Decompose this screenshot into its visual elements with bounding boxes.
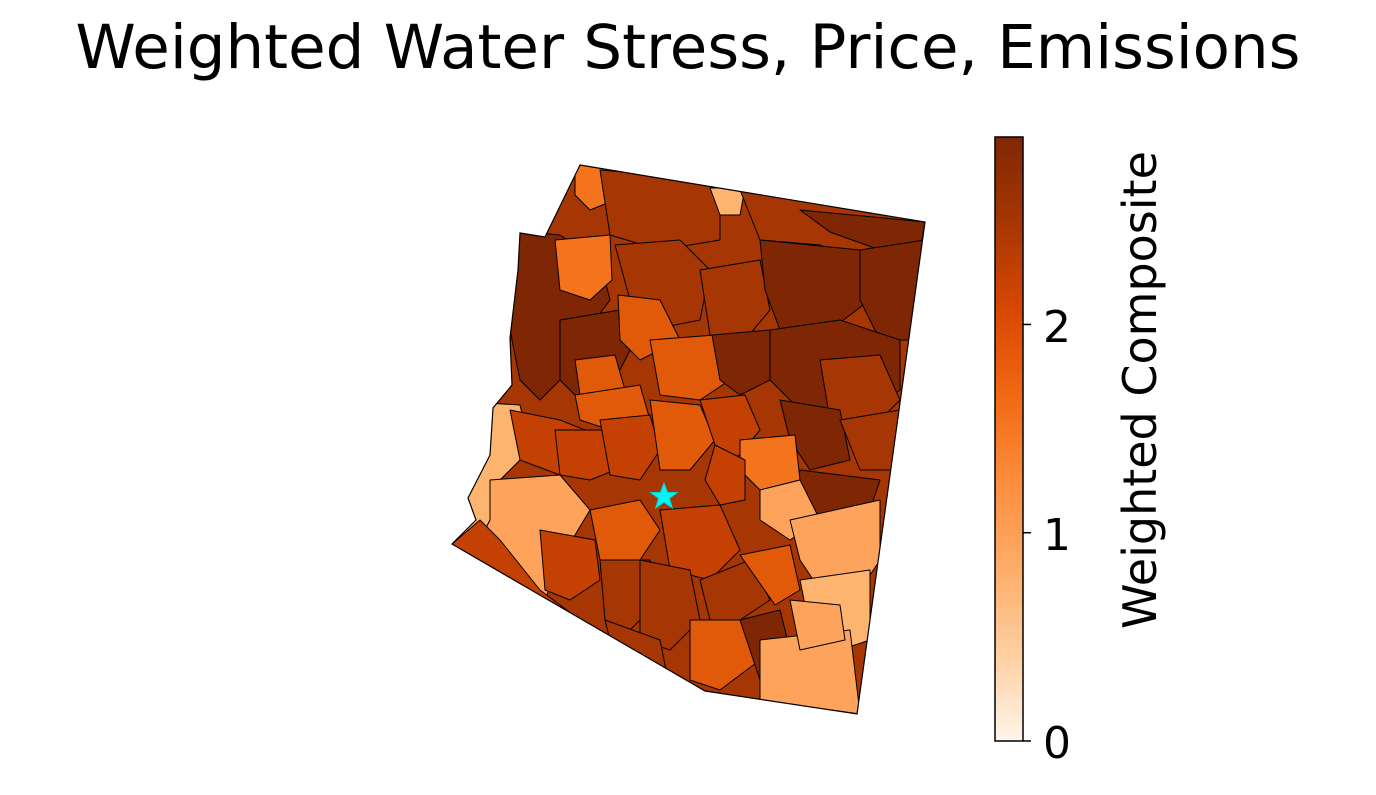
watershed-region — [589, 499, 661, 561]
map-title: Weighted Water Stress, Price, Emissions — [75, 12, 1301, 83]
colorbar-title: Weighted Composite — [1113, 151, 1167, 629]
watershed-region — [649, 334, 731, 401]
colorbar-tick-label: 1 — [1043, 510, 1071, 561]
watershed-region — [711, 329, 771, 396]
watershed-region — [639, 559, 701, 651]
state-map — [452, 165, 925, 714]
watershed-region — [539, 529, 601, 601]
watershed-region — [699, 259, 771, 341]
watershed-region — [554, 234, 613, 301]
colorbar-tick-label: 2 — [1043, 302, 1071, 353]
watershed-region — [704, 444, 746, 506]
watershed-region — [659, 504, 741, 581]
state-border — [451, 164, 926, 715]
watershed-region — [779, 399, 851, 471]
watershed-region — [599, 414, 661, 481]
watershed-region — [789, 599, 846, 651]
watershed-region — [739, 544, 801, 606]
colorbar — [994, 136, 1024, 742]
watershed-region — [649, 399, 716, 471]
watershed-region — [689, 619, 761, 691]
watershed-region — [699, 559, 771, 621]
watershed-region — [554, 429, 616, 481]
colorbar-ticks — [1023, 323, 1031, 742]
star-icon — [649, 481, 679, 510]
colorbar-tick-label: 0 — [1043, 718, 1071, 769]
